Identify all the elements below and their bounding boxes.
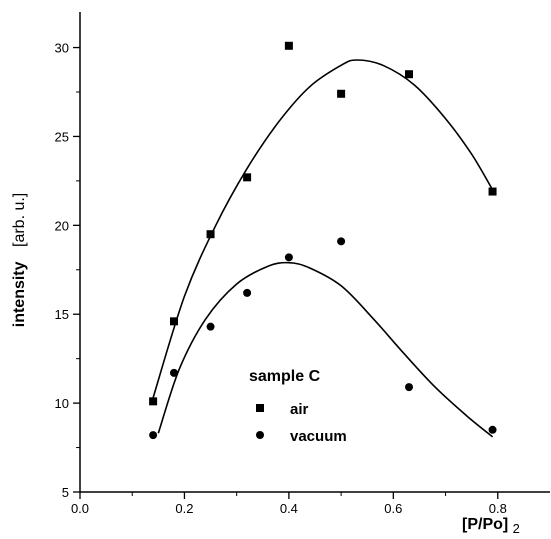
x-tick-label: 0.6 bbox=[384, 501, 402, 516]
data-point-vacuum bbox=[170, 368, 178, 377]
y-tick-label: 25 bbox=[55, 129, 69, 144]
legend-marker-vacuum bbox=[256, 431, 264, 439]
data-point-vacuum bbox=[149, 431, 158, 440]
fit-curve-air bbox=[152, 59, 494, 399]
x-tick-label: 0.0 bbox=[71, 501, 89, 516]
plot-area bbox=[79, 12, 550, 493]
y-axis-ticks: 5 10 15 20 25 30 bbox=[55, 41, 80, 500]
y-tick-label: 10 bbox=[55, 396, 69, 411]
legend: sample C air vacuum bbox=[249, 368, 347, 445]
legend-label-vacuum: vacuum bbox=[290, 428, 347, 445]
data-point-vacuum bbox=[243, 288, 252, 297]
legend-label-air: air bbox=[290, 401, 309, 418]
data-point-vacuum bbox=[488, 425, 497, 434]
y-tick-label: 5 bbox=[62, 485, 69, 500]
data-point-air bbox=[206, 230, 215, 239]
y-axis-label: intensity [arb. u.] bbox=[11, 193, 28, 328]
data-points bbox=[149, 41, 497, 440]
data-point-vacuum bbox=[405, 383, 413, 392]
x-axis-label-subscript: 2 bbox=[513, 521, 520, 536]
y-axis-label-main: intensity bbox=[11, 261, 28, 327]
data-point-air bbox=[488, 187, 497, 196]
data-point-air bbox=[243, 173, 252, 182]
y-tick-label: 15 bbox=[55, 307, 69, 322]
x-axis-label-main: [P/Po] bbox=[462, 516, 508, 533]
data-point-air bbox=[170, 317, 178, 326]
x-tick-label: 0.4 bbox=[280, 501, 298, 516]
data-point-air bbox=[284, 41, 293, 50]
x-axis-label: [P/Po] 2 bbox=[462, 516, 520, 536]
x-tick-label: 0.2 bbox=[175, 501, 193, 516]
y-tick-label: 20 bbox=[55, 218, 69, 233]
data-point-vacuum bbox=[284, 253, 293, 262]
fit-curves bbox=[152, 59, 494, 438]
data-point-air bbox=[149, 397, 158, 406]
x-axis-ticks: 0.0 0.2 0.4 0.6 0.8 bbox=[71, 492, 507, 516]
data-point-vacuum bbox=[337, 237, 346, 246]
legend-marker-air bbox=[256, 404, 264, 412]
fit-curve-vacuum bbox=[157, 261, 494, 438]
data-point-air bbox=[337, 89, 346, 98]
y-tick-label: 30 bbox=[55, 41, 69, 56]
data-point-vacuum bbox=[206, 322, 215, 331]
legend-title: sample C bbox=[249, 368, 321, 385]
x-tick-label: 0.8 bbox=[489, 501, 507, 516]
y-axis-label-unit: [arb. u.] bbox=[11, 193, 28, 247]
data-point-air bbox=[405, 70, 413, 79]
